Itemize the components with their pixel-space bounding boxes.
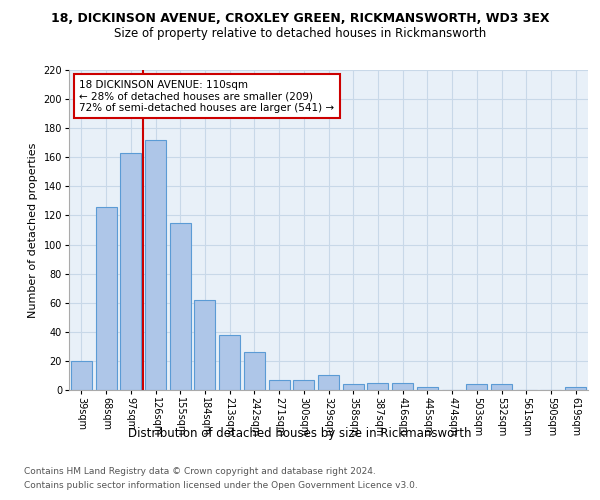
Text: 18 DICKINSON AVENUE: 110sqm
← 28% of detached houses are smaller (209)
72% of se: 18 DICKINSON AVENUE: 110sqm ← 28% of det… [79, 80, 335, 113]
Text: 18, DICKINSON AVENUE, CROXLEY GREEN, RICKMANSWORTH, WD3 3EX: 18, DICKINSON AVENUE, CROXLEY GREEN, RIC… [51, 12, 549, 26]
Bar [392, 382, 413, 390]
Bar [95, 206, 116, 390]
Bar [194, 300, 215, 390]
Bar [293, 380, 314, 390]
Y-axis label: Number of detached properties: Number of detached properties [28, 142, 38, 318]
Text: Contains public sector information licensed under the Open Government Licence v3: Contains public sector information licen… [24, 481, 418, 490]
Text: Distribution of detached houses by size in Rickmansworth: Distribution of detached houses by size … [128, 428, 472, 440]
Bar [466, 384, 487, 390]
Text: Size of property relative to detached houses in Rickmansworth: Size of property relative to detached ho… [114, 28, 486, 40]
Bar [170, 222, 191, 390]
Bar [145, 140, 166, 390]
Bar [565, 387, 586, 390]
Bar [343, 384, 364, 390]
Bar [269, 380, 290, 390]
Text: Contains HM Land Registry data © Crown copyright and database right 2024.: Contains HM Land Registry data © Crown c… [24, 468, 376, 476]
Bar [71, 361, 92, 390]
Bar [491, 384, 512, 390]
Bar [417, 387, 438, 390]
Bar [244, 352, 265, 390]
Bar [219, 334, 240, 390]
Bar [318, 376, 339, 390]
Bar [367, 382, 388, 390]
Bar [120, 153, 141, 390]
